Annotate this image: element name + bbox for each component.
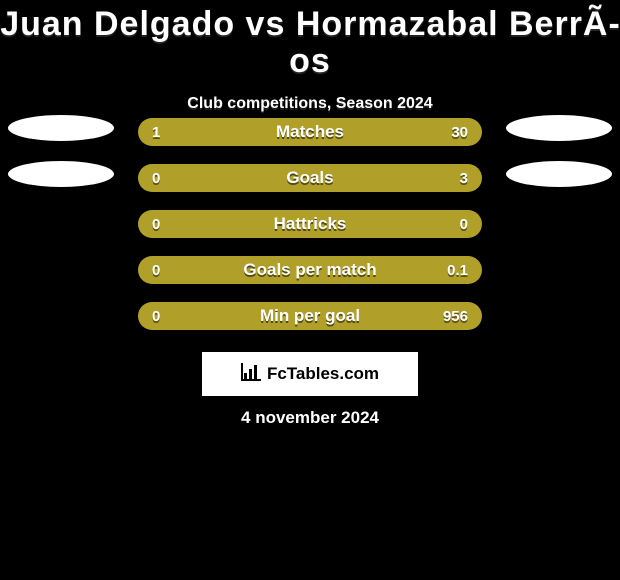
value-left: 0 xyxy=(152,302,160,330)
team-badge-left xyxy=(8,161,114,187)
team-badge-right xyxy=(506,115,612,141)
bar-container xyxy=(138,164,482,192)
value-right: 3 xyxy=(460,164,468,192)
value-left: 0 xyxy=(152,164,160,192)
value-right: 0 xyxy=(460,210,468,238)
date-text: 4 november 2024 xyxy=(0,408,620,428)
bar-right xyxy=(152,164,482,192)
bar-container xyxy=(138,256,482,284)
value-right: 956 xyxy=(443,302,468,330)
value-right: 0.1 xyxy=(447,256,468,284)
comparison-infographic: Juan Delgado vs Hormazabal BerrÃ­os Club… xyxy=(0,0,620,580)
bar-left xyxy=(138,164,152,192)
team-badge-right xyxy=(506,161,612,187)
bar-right xyxy=(152,302,482,330)
stat-row: 0956Min per goal xyxy=(0,302,620,330)
bar-chart-icon xyxy=(241,363,261,386)
value-left: 0 xyxy=(152,256,160,284)
value-left: 1 xyxy=(152,118,160,146)
value-right: 30 xyxy=(451,118,468,146)
logo-box: FcTables.com xyxy=(202,352,418,396)
value-left: 0 xyxy=(152,210,160,238)
bar-left xyxy=(138,118,200,146)
stat-row: 00Hattricks xyxy=(0,210,620,238)
stat-row: 03Goals xyxy=(0,164,620,192)
bar-left xyxy=(138,210,482,238)
page-title: Juan Delgado vs Hormazabal BerrÃ­os xyxy=(0,0,620,81)
bar-right xyxy=(200,118,482,146)
bar-left xyxy=(138,302,152,330)
stat-row: 130Matches xyxy=(0,118,620,146)
logo-text: FcTables.com xyxy=(267,364,379,384)
team-badge-left xyxy=(8,115,114,141)
page-subtitle: Club competitions, Season 2024 xyxy=(0,95,620,113)
bar-container xyxy=(138,302,482,330)
stat-rows: 130Matches03Goals00Hattricks00.1Goals pe… xyxy=(0,118,620,348)
stat-row: 00.1Goals per match xyxy=(0,256,620,284)
bar-container xyxy=(138,118,482,146)
bar-container xyxy=(138,210,482,238)
